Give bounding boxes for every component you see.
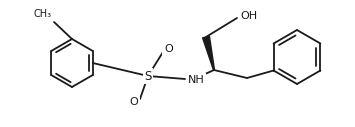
Polygon shape (203, 36, 214, 70)
Text: OH: OH (240, 11, 257, 21)
Text: CH₃: CH₃ (34, 9, 52, 19)
Text: O: O (164, 44, 173, 54)
Text: O: O (129, 97, 138, 107)
Text: NH: NH (188, 75, 205, 85)
Text: S: S (144, 69, 152, 83)
